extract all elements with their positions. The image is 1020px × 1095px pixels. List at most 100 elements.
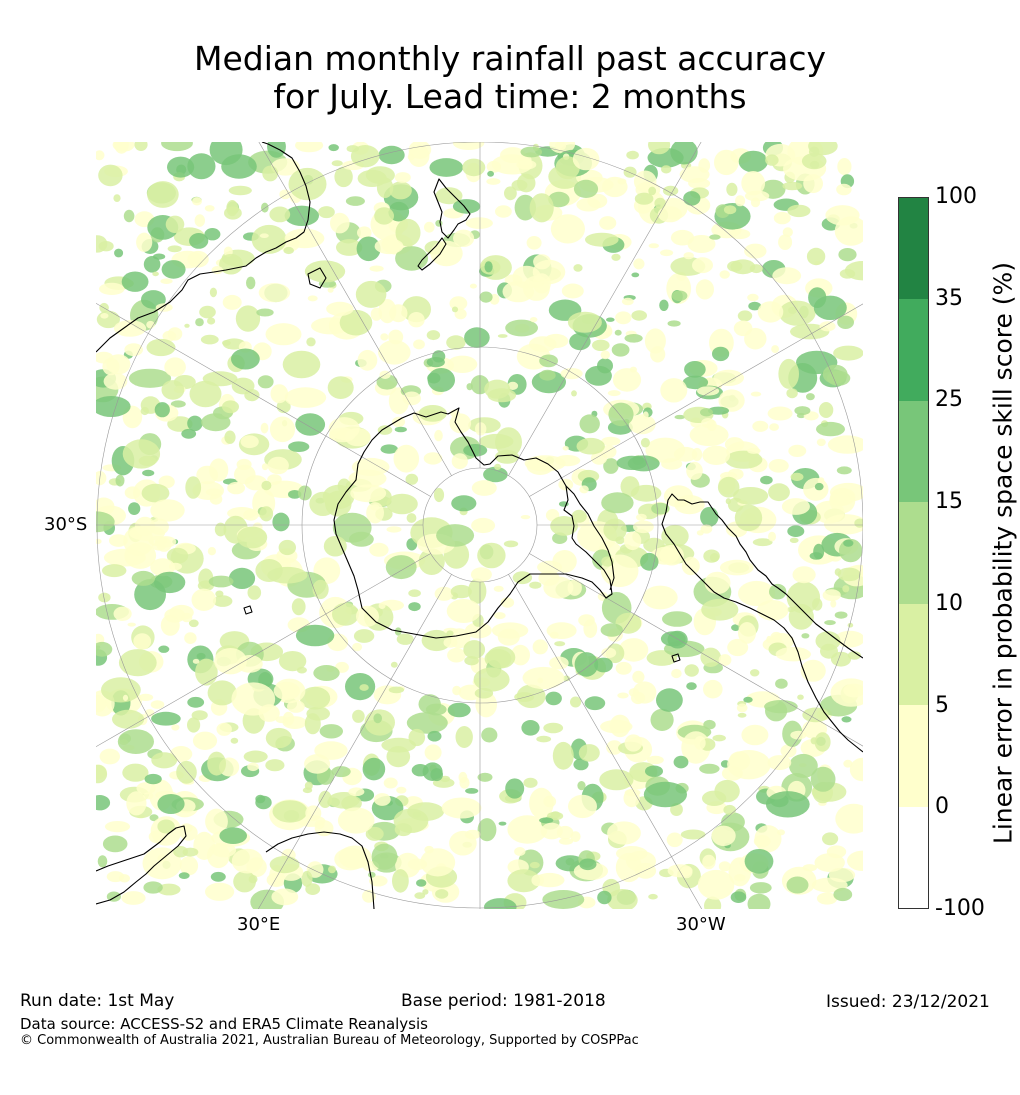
skill-patch [260,422,269,434]
skill-patch [235,305,261,332]
skill-patch [423,452,443,465]
skill-patch [383,777,398,789]
skill-patch [269,206,291,223]
skill-patch [802,864,817,872]
skill-patch [543,576,574,599]
skill-patch [96,641,113,657]
skill-patch [304,713,321,735]
skill-patch [671,290,688,302]
skill-patch [435,889,449,899]
skill-patch [816,892,838,905]
skill-patch [487,388,517,403]
skill-patch [719,270,730,279]
skill-patch [393,808,429,833]
skill-patch [648,243,659,249]
skill-patch [134,142,148,151]
skill-patch [611,343,630,357]
skill-patch [224,430,236,444]
skill-patch [192,658,200,664]
skill-patch [370,307,383,321]
skill-patch [167,245,182,253]
skill-patch [465,217,493,229]
skill-patch [464,327,490,348]
skill-patch [803,477,829,501]
skill-patch [362,757,386,781]
skill-patch [484,898,517,909]
skill-patch [822,832,839,846]
skill-patch [418,548,445,575]
skill-patch [102,564,127,578]
skill-patch [278,539,296,556]
skill-patch [236,655,263,673]
skill-patch [114,248,124,258]
skill-patch [143,256,161,273]
skill-patch [365,826,384,841]
skill-patch [719,559,754,576]
skill-patch [271,888,299,906]
skill-patch [113,320,147,337]
skill-field [96,142,863,909]
skill-patch [118,874,130,883]
skill-patch [295,624,335,647]
skill-patch [766,635,772,644]
skill-patch [701,598,739,621]
skill-patch [579,858,597,871]
skill-patch [786,581,821,614]
antarctic-peninsula [565,485,615,591]
skill-patch [140,406,149,416]
skill-patch [822,589,841,602]
skill-patch [621,297,634,306]
skill-patch [267,456,289,475]
skill-patch [331,160,343,167]
skill-patch [237,526,268,549]
skill-patch [209,493,223,505]
skill-patch [714,149,739,176]
skill-patch [152,271,159,277]
skill-patch [747,447,761,454]
skill-patch [99,748,120,765]
skill-patch [702,854,716,870]
skill-patch [385,555,417,580]
skill-patch [767,406,793,421]
skill-patch [788,603,814,630]
skill-patch [118,649,157,677]
skill-patch [243,750,268,763]
skill-patch [697,386,720,396]
skill-patch [408,602,421,612]
skill-patch [597,358,613,374]
skill-patch [447,647,466,663]
skill-patch [334,166,353,188]
skill-patch [147,181,179,208]
skill-patch [788,306,797,314]
skill-patch [768,483,790,502]
skill-patch [408,312,425,328]
skill-patch [352,642,363,652]
skill-patch [764,700,798,714]
chart-title: Median monthly rainfall past accuracy fo… [0,40,1020,116]
skill-patch [270,384,289,404]
skill-patch [847,651,862,660]
skill-patch [773,211,791,225]
skill-patch [562,446,569,451]
skill-patch [451,306,459,313]
skill-patch [505,778,525,799]
skill-patch [106,891,121,902]
skill-patch [430,240,463,267]
skill-patch [272,512,290,532]
skill-patch [378,340,411,365]
skill-patch [447,355,478,373]
skill-patch [789,537,799,543]
skill-patch [659,299,669,311]
skill-patch [687,235,716,253]
skill-patch [261,202,269,213]
skill-patch [471,480,497,496]
skill-patch [674,414,686,420]
skill-patch [381,737,417,753]
colorbar-tick: 5 [935,692,949,718]
skill-patch [765,791,810,818]
skill-patch [368,871,376,878]
skill-patch [833,887,853,902]
skill-patch [228,185,252,196]
skill-patch [780,744,797,758]
skill-patch [711,825,736,846]
